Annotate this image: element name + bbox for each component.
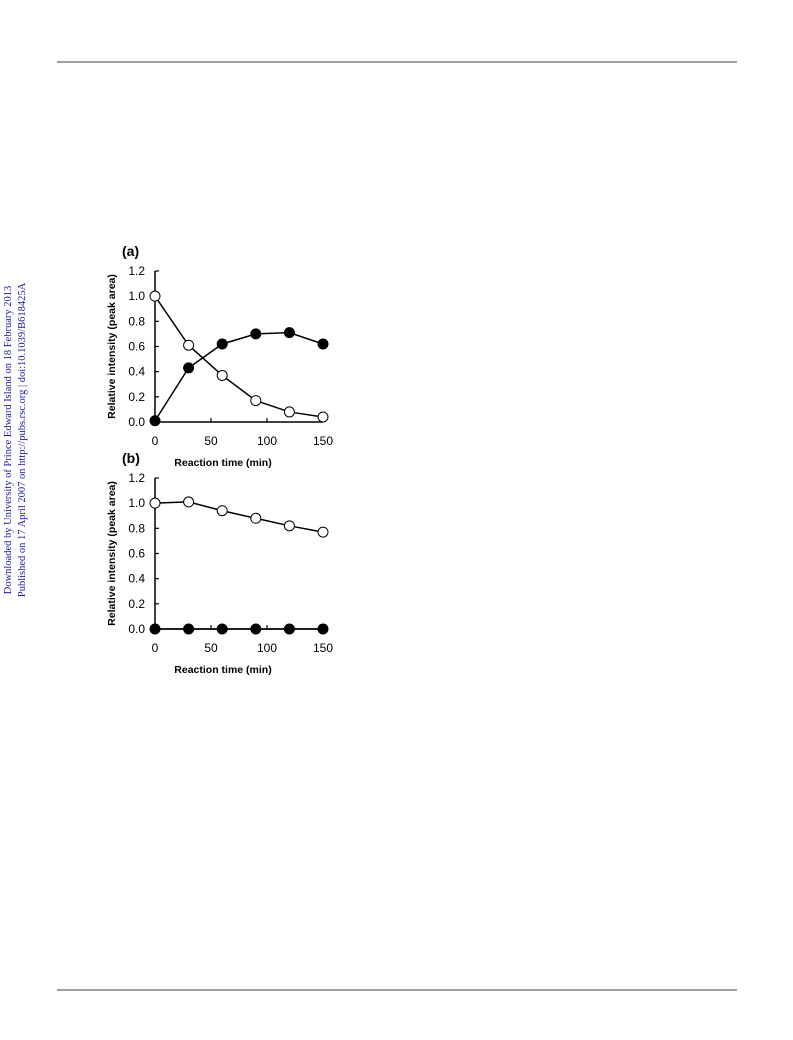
y-tick-label: 0.6 xyxy=(128,547,145,561)
data-point xyxy=(183,496,195,508)
data-point xyxy=(283,327,295,339)
y-axis-label: Relative intensity (peak area) xyxy=(106,274,118,419)
data-point xyxy=(250,512,262,524)
data-point xyxy=(149,623,161,635)
x-tick-label: 50 xyxy=(204,434,218,448)
x-tick-label: 0 xyxy=(152,641,159,655)
data-point xyxy=(216,369,228,381)
x-tick-label: 100 xyxy=(257,641,277,655)
panel-label: (a) xyxy=(122,243,139,259)
data-point xyxy=(149,415,161,427)
x-tick-label: 50 xyxy=(204,641,218,655)
y-tick-label: 0.0 xyxy=(128,622,145,636)
x-tick-label: 150 xyxy=(313,641,333,655)
data-point xyxy=(317,338,329,350)
y-tick-label: 0.4 xyxy=(128,572,145,586)
series-line xyxy=(154,295,324,418)
data-point xyxy=(317,526,329,538)
y-tick-label: 0.4 xyxy=(128,365,145,379)
data-point xyxy=(216,623,228,635)
y-tick-label: 1.0 xyxy=(128,289,145,303)
y-tick-label: 1.2 xyxy=(128,264,145,278)
data-point xyxy=(149,497,161,509)
y-tick-label: 0.2 xyxy=(128,597,145,611)
y-tick-label: 0.8 xyxy=(128,521,145,535)
y-tick-label: 0.8 xyxy=(128,314,145,328)
data-point xyxy=(183,339,195,351)
data-point xyxy=(283,623,295,635)
data-point xyxy=(250,395,262,407)
data-point xyxy=(250,623,262,635)
x-axis-label: Reaction time (min) xyxy=(174,457,271,469)
y-tick-label: 0.0 xyxy=(128,415,145,429)
x-tick-label: 150 xyxy=(313,434,333,448)
data-point xyxy=(183,623,195,635)
x-tick-label: 0 xyxy=(152,434,159,448)
data-point xyxy=(250,328,262,340)
sidebar-text: Published on 17 April 2007 on http://pub… xyxy=(17,282,28,597)
y-tick-label: 0.2 xyxy=(128,390,145,404)
data-point xyxy=(283,406,295,418)
x-tick-label: 100 xyxy=(257,434,277,448)
y-tick-label: 0.6 xyxy=(128,340,145,354)
series-line xyxy=(154,501,324,533)
sidebar-text: Downloaded by University of Prince Edwar… xyxy=(3,286,14,595)
data-point xyxy=(317,411,329,423)
data-point xyxy=(216,338,228,350)
data-point xyxy=(183,362,195,374)
y-tick-label: 1.2 xyxy=(128,471,145,485)
data-point xyxy=(149,290,161,302)
data-point xyxy=(317,623,329,635)
series-line xyxy=(154,331,324,422)
y-axis-label: Relative intensity (peak area) xyxy=(106,481,118,626)
data-point xyxy=(216,505,228,517)
x-axis-label: Reaction time (min) xyxy=(174,664,271,676)
data-point xyxy=(283,520,295,532)
y-tick-label: 1.0 xyxy=(128,496,145,510)
panel-label: (b) xyxy=(122,450,140,466)
